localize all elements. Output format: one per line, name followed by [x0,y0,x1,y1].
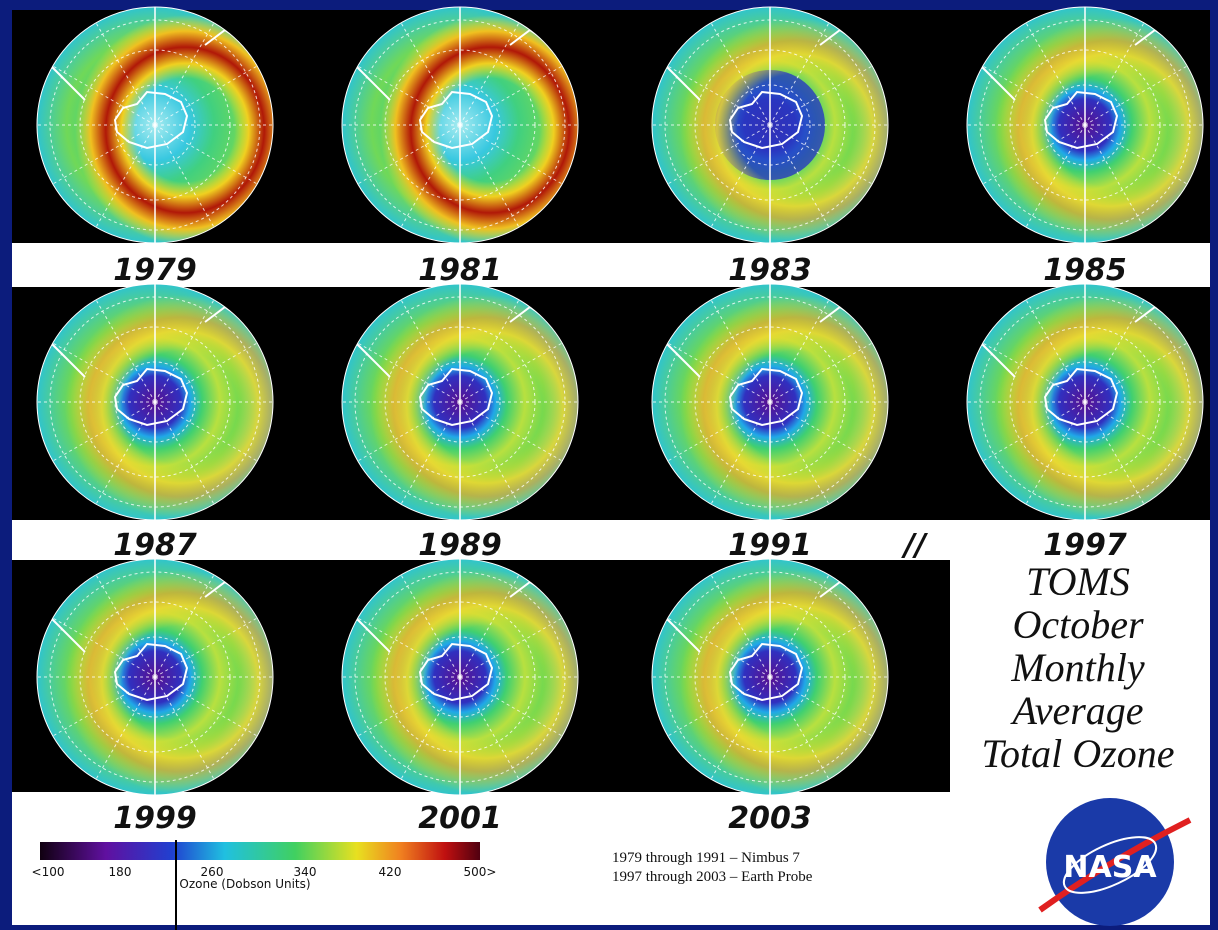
colorbar-tick: 500> [464,865,497,879]
note: 1997 through 2003 – Earth Probe [612,869,813,885]
year-label: 1985 [1043,253,1127,288]
colorbar-tick: <100 [32,865,65,879]
title-line: TOMS [1026,559,1130,604]
page: // TOMSOctoberMonthlyAverageTotal Ozone … [0,0,1218,930]
year-label: 1997 [1043,528,1127,563]
year-label: 1987 [113,528,197,563]
colorbar [40,842,480,860]
title-line: Monthly [1010,645,1145,690]
note: 1979 through 1991 – Nimbus 7 [612,850,800,866]
colorbar-label: Ozone (Dobson Units) [179,877,310,891]
logo-text: NASA [1063,850,1157,885]
year-label: 2001 [418,801,502,836]
year-label: 1999 [113,801,197,836]
colorbar-tick: 180 [109,865,132,879]
year-label: 1989 [418,528,502,563]
title-line: Average [1009,688,1143,733]
year-label: 1983 [728,253,812,288]
title-line: October [1012,602,1144,647]
year-label: 1979 [113,253,197,288]
title-line: Total Ozone [981,731,1174,776]
year-label: 1981 [418,253,502,288]
year-label: 1991 [728,528,812,563]
separator: // [901,528,929,563]
colorbar-tick: 420 [379,865,402,879]
year-label: 2003 [728,801,812,836]
